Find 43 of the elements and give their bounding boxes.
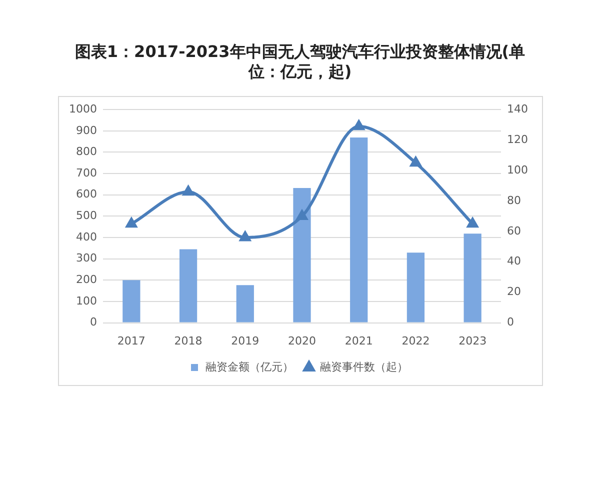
y2-tick-label: 20 bbox=[507, 285, 522, 298]
bar bbox=[179, 249, 198, 322]
bar bbox=[464, 234, 482, 322]
y2-tick-label: 120 bbox=[507, 132, 528, 146]
bar bbox=[350, 138, 368, 322]
y-tick-label: 700 bbox=[76, 166, 97, 180]
y-tick-label: 400 bbox=[76, 230, 97, 244]
x-tick-label: 2019 bbox=[231, 334, 260, 348]
x-tick-label: 2018 bbox=[174, 334, 202, 348]
point bbox=[240, 232, 251, 242]
y2-tick-label: 140 bbox=[507, 102, 528, 116]
legend-label: 融资事件数（起） bbox=[320, 360, 408, 374]
bar bbox=[406, 252, 425, 322]
point bbox=[353, 120, 364, 130]
legend-label: 融资金额（亿元） bbox=[206, 360, 294, 374]
x-tick-label: 2017 bbox=[117, 334, 146, 348]
point bbox=[182, 186, 194, 196]
y-tick-label: 200 bbox=[76, 273, 97, 286]
bar bbox=[236, 285, 254, 322]
bar bbox=[122, 280, 140, 322]
y-tick-label: 600 bbox=[76, 188, 97, 201]
x-tick-label: 2023 bbox=[458, 334, 487, 348]
point bbox=[467, 218, 478, 228]
point bbox=[126, 218, 137, 228]
point bbox=[296, 210, 308, 220]
x-tick-label: 2020 bbox=[288, 334, 316, 348]
y2-tick-label: 60 bbox=[507, 224, 522, 238]
y2-tick-label: 40 bbox=[507, 254, 522, 268]
y-tick-label: 800 bbox=[76, 145, 97, 158]
chart-title: 图表1：2017-2023年中国无人驾驶汽车行业投资整体情况(单位：亿元，起) bbox=[74, 42, 526, 82]
y-tick-label: 500 bbox=[76, 209, 97, 222]
y2-tick-label: 0 bbox=[507, 316, 514, 329]
y-tick-label: 100 bbox=[76, 294, 97, 308]
y-tick-label: 0 bbox=[90, 316, 97, 329]
y-tick-label: 300 bbox=[76, 252, 97, 265]
x-tick-label: 2021 bbox=[344, 334, 373, 348]
bar bbox=[293, 188, 311, 322]
y-tick-label: 900 bbox=[76, 124, 97, 137]
point bbox=[410, 156, 422, 167]
y2-tick-label: 80 bbox=[507, 194, 522, 207]
y-tick-label: 1000 bbox=[68, 102, 97, 116]
y2-tick-label: 100 bbox=[507, 163, 528, 176]
x-tick-label: 2022 bbox=[402, 334, 430, 348]
